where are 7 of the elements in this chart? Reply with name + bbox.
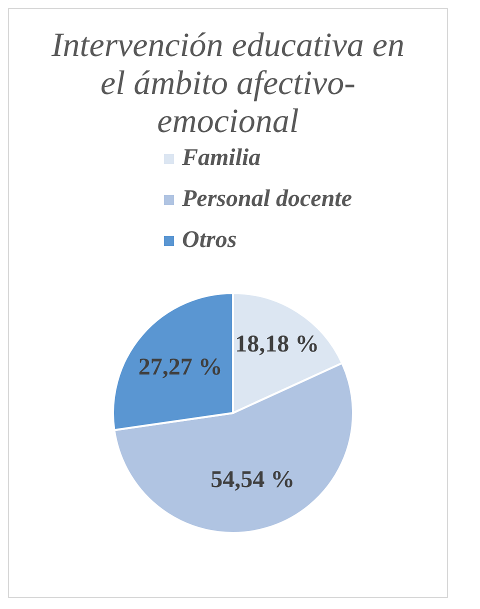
legend-label: Personal docente (182, 186, 352, 213)
data-label: 18,18 % (235, 331, 320, 358)
chart-title: Intervención educativa en el ámbito afectivo-emocional (50, 26, 406, 142)
legend-label: Otros (182, 227, 237, 254)
legend-label: Familia (182, 145, 261, 172)
data-label: 54,54 % (210, 466, 295, 493)
data-label: 27,27 % (138, 354, 222, 380)
